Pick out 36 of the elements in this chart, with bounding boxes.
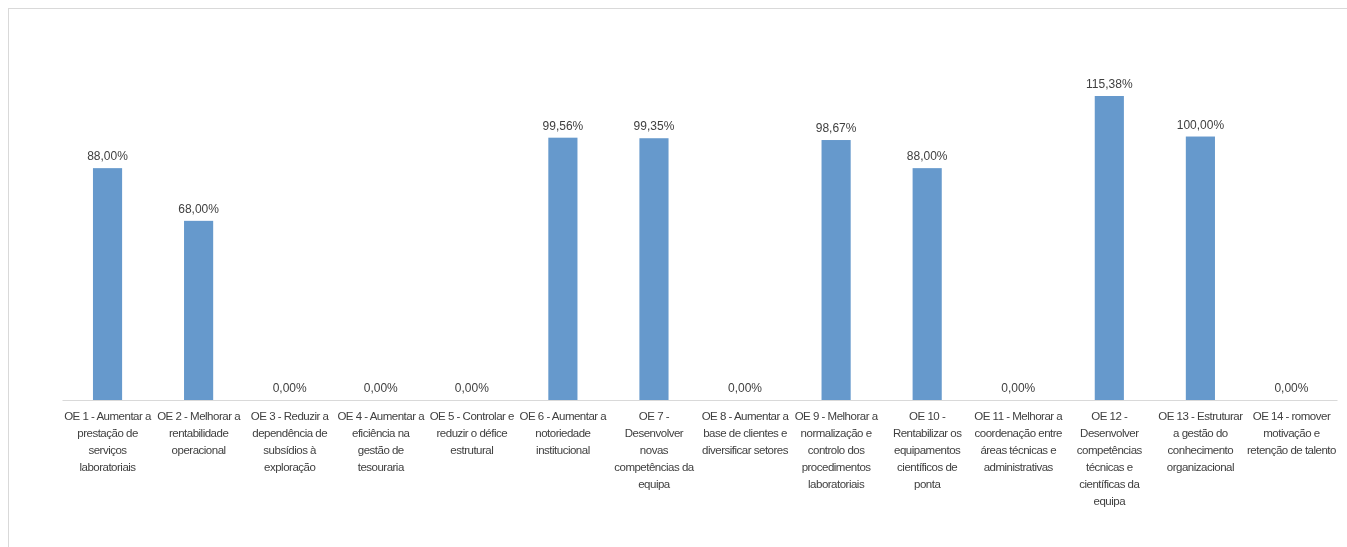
data-label: 99,35%	[633, 119, 675, 134]
x-tick-label: OE 14 - romover motivação e retenção de talento	[1246, 410, 1337, 456]
x-tick-label: OE 9 - Melhorar a normalização e controlo dos procedimentos laboratoriais	[794, 410, 879, 490]
data-label: 0,00%	[1274, 381, 1309, 395]
data-label: 0,00%	[272, 381, 308, 395]
x-tick-label: OE 8 - Aumentar a base de clientes e diversificar setores	[701, 410, 790, 456]
data-label: 0,00%	[363, 381, 399, 395]
data-label: 0,00%	[728, 381, 763, 395]
bar	[1185, 136, 1215, 400]
x-tick-label: OE 2 - Melhorar a rentabilidade operacional	[157, 410, 242, 456]
x-tick-label: OE 5 - Controlar e reduzir o défice estrutural	[429, 410, 515, 456]
bar	[912, 168, 942, 400]
bar	[1094, 96, 1124, 400]
x-tick-label: OE 4 - Aumentar a eficiência na gestão de tesouraria	[337, 410, 426, 473]
data-label: 88,00%	[87, 149, 129, 164]
x-tick-label: OE 12 - Desenvolver competências técnicas e científicas da equipa	[1076, 410, 1143, 507]
bar	[821, 140, 851, 400]
bar	[639, 138, 669, 400]
x-tick-label: OE 11 - Melhorar a coordenação entre áreas técnicas e administrativas	[974, 410, 1064, 473]
data-label: 0,00%	[454, 381, 490, 395]
x-tick-label: OE 10 - Rentabilizar os equipamentos científicos de ponta	[892, 410, 963, 490]
data-label: 0,00%	[1001, 381, 1036, 395]
data-label: 98,67%	[815, 121, 857, 136]
x-tick-label: OE 7 - Desenvolver novas competências da equipa	[614, 410, 695, 490]
x-tick-label: OE 1 - Aumentar a prestação de serviços laboratoriais	[64, 410, 152, 473]
bar	[184, 220, 214, 400]
bar	[92, 168, 123, 400]
x-tick-label: OE 13 - Estruturar a gestão do conhecimento organizacional	[1158, 410, 1244, 473]
x-tick-label: OE 3 - Reduzir a dependência de subsídios à exploração	[250, 410, 330, 473]
data-label: 88,00%	[906, 149, 948, 164]
data-label: 99,56%	[542, 118, 584, 133]
data-label: 100,00%	[1176, 117, 1225, 132]
bar	[548, 137, 578, 400]
data-label: 115,38%	[1086, 77, 1133, 91]
data-label: 68,00%	[178, 201, 220, 216]
x-tick-label: OE 6 - Aumentar a notoriedade institucional	[519, 410, 608, 456]
